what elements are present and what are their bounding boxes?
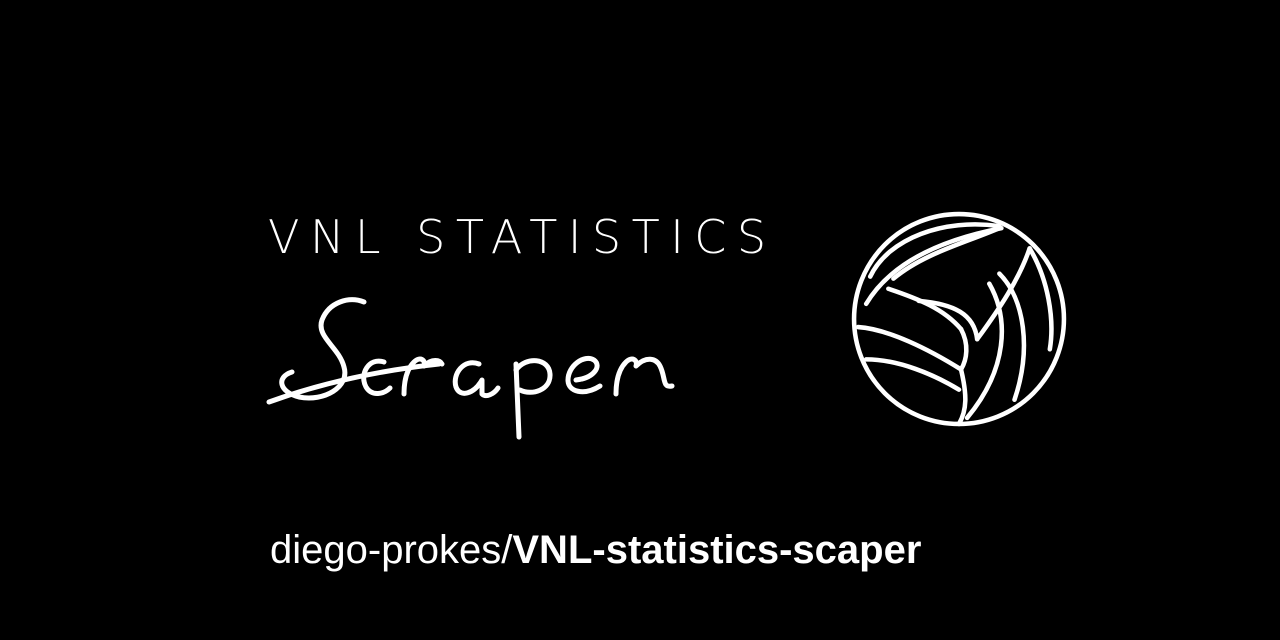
repository-path: diego-prokes/VNL-statistics-scaper	[270, 526, 921, 574]
title-vnl-statistics: VNL STATISTICS	[268, 210, 777, 264]
repo-owner: diego-prokes/	[270, 528, 513, 572]
repo-name: VNL-statistics-scaper	[512, 528, 922, 572]
script-wordmark	[266, 297, 675, 440]
volleyball-icon	[851, 211, 1067, 427]
